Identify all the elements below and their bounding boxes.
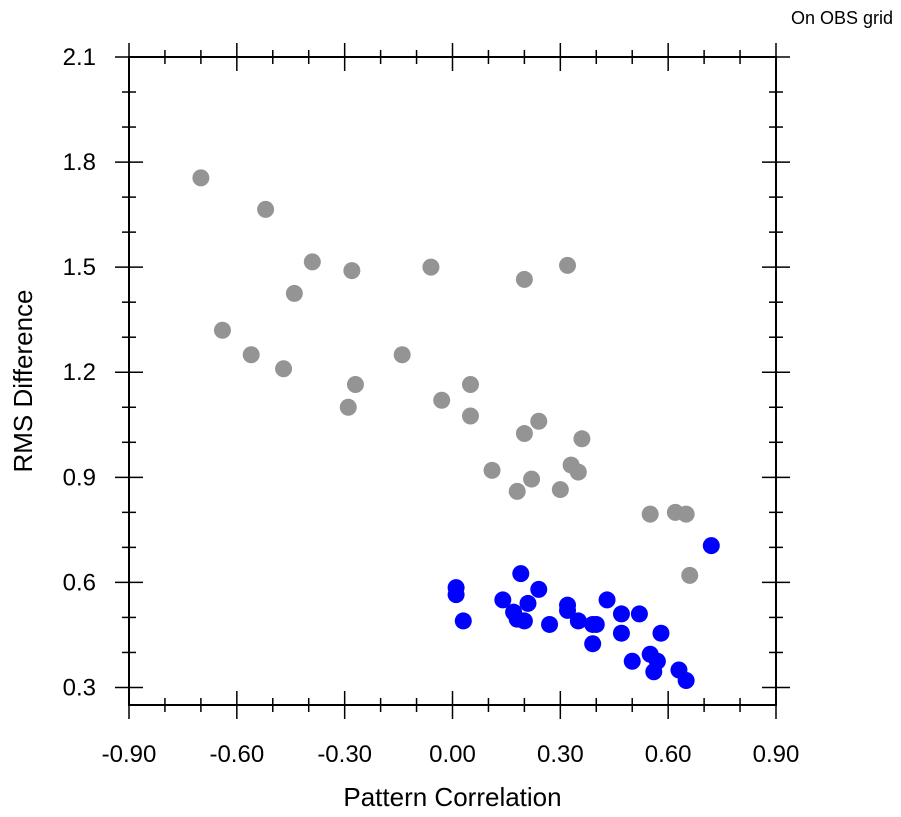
data-point-series-1 bbox=[303, 253, 321, 271]
data-point-series-2 bbox=[612, 624, 630, 642]
data-point-series-1 bbox=[530, 412, 548, 430]
data-points bbox=[192, 169, 720, 689]
data-point-series-2 bbox=[559, 601, 577, 619]
data-point-series-1 bbox=[523, 470, 541, 488]
data-point-series-1 bbox=[192, 169, 210, 187]
data-point-series-2 bbox=[584, 635, 602, 653]
data-point-series-1 bbox=[346, 376, 364, 394]
data-point-series-1 bbox=[461, 407, 479, 425]
data-point-series-1 bbox=[677, 505, 695, 523]
x-tick-label: 0.00 bbox=[429, 741, 476, 768]
data-point-series-1 bbox=[257, 200, 275, 218]
data-point-series-2 bbox=[652, 624, 670, 642]
data-point-series-2 bbox=[645, 663, 663, 681]
data-point-series-1 bbox=[275, 360, 293, 378]
data-point-series-1 bbox=[573, 430, 591, 448]
x-tick-label: 0.60 bbox=[645, 741, 692, 768]
data-point-series-1 bbox=[339, 398, 357, 416]
data-point-series-1 bbox=[285, 284, 303, 302]
data-point-series-2 bbox=[612, 605, 630, 623]
corner-note: On OBS grid bbox=[791, 8, 893, 28]
y-axis-title: RMS Difference bbox=[8, 289, 38, 472]
y-tick-label: 0.9 bbox=[63, 464, 96, 491]
x-tick-label: -0.90 bbox=[102, 741, 157, 768]
data-point-series-1 bbox=[433, 391, 451, 409]
x-tick-label: 0.30 bbox=[537, 741, 584, 768]
data-point-series-2 bbox=[512, 565, 530, 583]
y-tick-label: 1.2 bbox=[63, 359, 96, 386]
y-tick-label: 0.3 bbox=[63, 674, 96, 701]
data-point-series-2 bbox=[630, 605, 648, 623]
data-point-series-1 bbox=[483, 461, 501, 479]
y-tick-label: 0.6 bbox=[63, 569, 96, 596]
data-point-series-2 bbox=[447, 586, 465, 604]
data-point-series-1 bbox=[242, 346, 260, 364]
data-point-series-2 bbox=[587, 615, 605, 633]
data-point-series-1 bbox=[461, 376, 479, 394]
data-point-series-2 bbox=[702, 537, 720, 555]
data-point-series-2 bbox=[541, 615, 559, 633]
data-point-series-2 bbox=[494, 591, 512, 609]
data-point-series-2 bbox=[677, 671, 695, 689]
data-point-series-1 bbox=[343, 262, 361, 280]
data-point-series-2 bbox=[623, 652, 641, 670]
data-point-series-1 bbox=[569, 463, 587, 481]
data-point-series-2 bbox=[519, 594, 537, 612]
plot-frame bbox=[128, 56, 777, 706]
data-point-series-1 bbox=[681, 566, 699, 584]
data-point-series-1 bbox=[641, 505, 659, 523]
axis-ticks bbox=[115, 43, 790, 719]
x-tick-label: -0.30 bbox=[317, 741, 372, 768]
data-point-series-1 bbox=[393, 346, 411, 364]
y-tick-label: 1.5 bbox=[63, 254, 96, 281]
data-point-series-1 bbox=[213, 321, 231, 339]
tick-labels: -0.90 -0.60 -0.30 0.00 0.30 0.60 0.90 0.3 0.6 0.9… bbox=[63, 44, 800, 768]
x-axis-title: Pattern Correlation bbox=[343, 782, 561, 812]
data-point-series-1 bbox=[515, 270, 533, 288]
data-point-series-1 bbox=[559, 256, 577, 274]
data-point-series-1 bbox=[551, 481, 569, 499]
x-tick-label: 0.90 bbox=[753, 741, 800, 768]
data-point-series-2 bbox=[530, 580, 548, 598]
x-tick-label: -0.60 bbox=[209, 741, 264, 768]
data-point-series-2 bbox=[598, 591, 616, 609]
data-point-series-2 bbox=[569, 612, 587, 630]
data-point-series-1 bbox=[508, 482, 526, 500]
data-point-series-2 bbox=[515, 612, 533, 630]
y-tick-label: 2.1 bbox=[63, 44, 96, 71]
data-point-series-1 bbox=[422, 258, 440, 276]
data-point-series-2 bbox=[454, 612, 472, 630]
y-tick-label: 1.8 bbox=[63, 149, 96, 176]
data-point-series-1 bbox=[515, 425, 533, 443]
